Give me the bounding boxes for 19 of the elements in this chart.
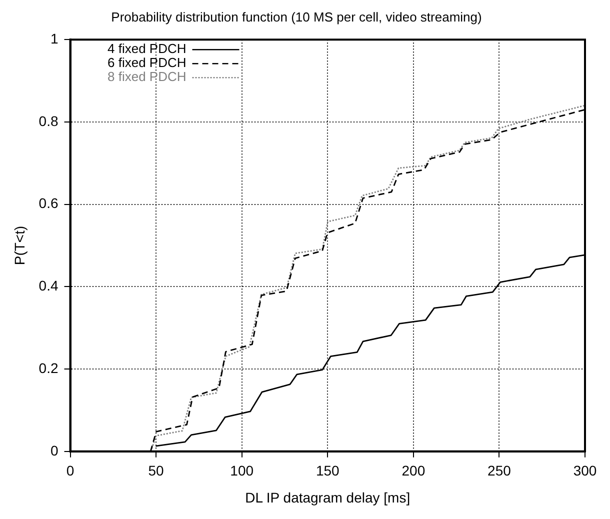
x-tick-label: 100 [230, 462, 254, 479]
chart-title: Probability distribution function (10 MS per cell, video streaming) [111, 9, 482, 24]
x-tick-label: 150 [316, 462, 340, 479]
y-tick-label: 0.4 [38, 278, 58, 294]
y-tick-label: 0 [50, 442, 58, 458]
y-tick-label: 0.2 [38, 360, 58, 376]
legend-label: 6 fixed PDCH [108, 55, 186, 70]
x-tick-label: 300 [573, 462, 597, 479]
y-axis-title: P(T<t) [11, 226, 28, 266]
y-tick-label: 0.6 [38, 195, 58, 212]
x-tick-label: 0 [66, 462, 74, 479]
x-tick-label: 250 [488, 462, 512, 479]
y-tick-label: 0.8 [38, 112, 58, 129]
legend-label: 8 fixed PDCH [108, 69, 186, 84]
x-tick-label: 200 [402, 462, 426, 479]
x-axis-title: DL IP datagram delay [ms] [245, 489, 410, 506]
x-tick-label: 50 [148, 462, 164, 479]
legend-label: 4 fixed PDCH [108, 41, 186, 56]
y-tick-label: 1 [50, 30, 58, 46]
